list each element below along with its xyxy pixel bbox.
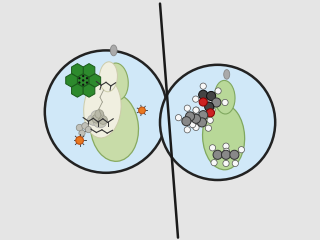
Circle shape [199, 98, 207, 106]
Circle shape [212, 98, 221, 107]
Ellipse shape [110, 45, 117, 56]
Ellipse shape [224, 70, 230, 79]
Circle shape [215, 88, 221, 94]
Circle shape [99, 116, 108, 124]
Circle shape [222, 99, 228, 106]
Circle shape [82, 75, 84, 77]
Circle shape [209, 107, 215, 113]
Circle shape [207, 117, 213, 123]
Circle shape [86, 81, 88, 84]
Polygon shape [72, 64, 83, 77]
Circle shape [209, 145, 216, 151]
Polygon shape [72, 84, 83, 97]
Circle shape [191, 114, 201, 123]
Polygon shape [77, 74, 89, 87]
Circle shape [223, 148, 230, 154]
Ellipse shape [84, 78, 121, 138]
Ellipse shape [87, 115, 100, 125]
Circle shape [232, 160, 238, 167]
Circle shape [191, 122, 197, 128]
Circle shape [207, 91, 216, 101]
Circle shape [197, 118, 207, 127]
Circle shape [206, 109, 214, 117]
Polygon shape [83, 84, 95, 97]
Ellipse shape [105, 63, 128, 100]
Ellipse shape [100, 62, 117, 92]
Circle shape [82, 84, 84, 86]
Ellipse shape [215, 80, 235, 114]
Circle shape [78, 77, 81, 79]
Circle shape [78, 81, 81, 84]
Circle shape [199, 111, 208, 120]
Circle shape [76, 137, 84, 144]
Polygon shape [66, 74, 77, 87]
Circle shape [186, 112, 195, 121]
Circle shape [238, 147, 244, 153]
Circle shape [193, 107, 199, 113]
Ellipse shape [203, 104, 245, 170]
Circle shape [223, 160, 229, 167]
Polygon shape [83, 64, 95, 77]
Circle shape [201, 111, 207, 117]
Circle shape [213, 150, 222, 159]
Circle shape [190, 113, 196, 119]
Circle shape [139, 107, 145, 114]
Circle shape [201, 98, 207, 104]
Circle shape [184, 105, 190, 111]
Circle shape [45, 50, 167, 173]
Circle shape [223, 143, 229, 149]
Circle shape [182, 117, 191, 126]
Circle shape [79, 130, 85, 136]
Circle shape [193, 124, 199, 131]
Circle shape [205, 125, 212, 131]
Circle shape [200, 83, 206, 89]
Circle shape [76, 124, 83, 131]
Circle shape [209, 92, 215, 98]
Ellipse shape [90, 93, 139, 161]
Circle shape [221, 150, 230, 159]
Ellipse shape [91, 110, 104, 121]
Circle shape [82, 79, 84, 82]
Circle shape [160, 65, 275, 180]
Ellipse shape [93, 117, 107, 128]
Circle shape [199, 90, 208, 99]
Circle shape [95, 110, 104, 118]
Circle shape [230, 150, 239, 159]
Circle shape [86, 77, 88, 79]
Circle shape [175, 114, 182, 121]
Circle shape [223, 151, 229, 157]
Circle shape [85, 126, 92, 133]
Circle shape [92, 114, 101, 123]
Circle shape [193, 107, 199, 113]
Circle shape [211, 160, 217, 166]
Polygon shape [89, 74, 101, 87]
Circle shape [82, 123, 89, 129]
Circle shape [205, 102, 214, 111]
Circle shape [189, 121, 196, 128]
Circle shape [184, 127, 190, 133]
Circle shape [208, 96, 214, 102]
Circle shape [193, 96, 199, 102]
